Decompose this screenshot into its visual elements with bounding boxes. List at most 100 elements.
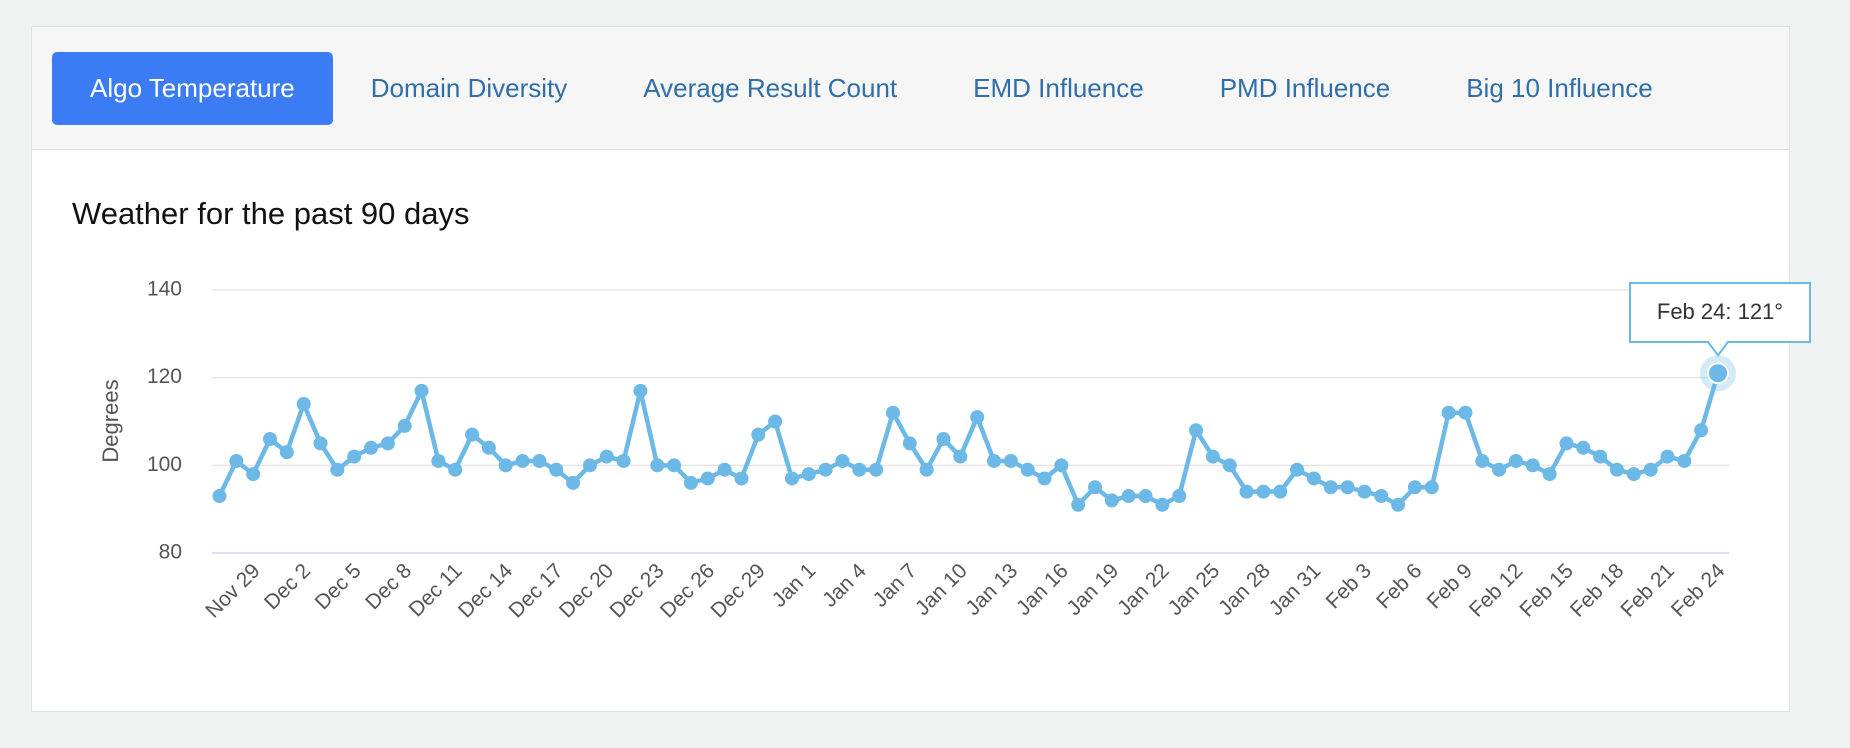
x-tick-label: Dec 20: [555, 559, 618, 622]
point: [801, 467, 816, 482]
point: [364, 440, 379, 455]
point: [1576, 440, 1591, 455]
x-tick-label: Feb 21: [1616, 559, 1679, 622]
x-tick-label: Dec 2: [260, 559, 315, 614]
x-tick-label: Feb 3: [1322, 559, 1376, 613]
point: [1694, 423, 1709, 438]
x-tick-label: Dec 11: [404, 559, 466, 621]
point: [1407, 480, 1422, 495]
point: [1542, 467, 1557, 482]
x-tick-label: Jan 13: [961, 559, 1022, 620]
point: [1290, 462, 1305, 477]
point: [1239, 484, 1254, 499]
point: [734, 471, 749, 486]
x-tick-label: Jan 10: [911, 559, 972, 620]
point: [1172, 489, 1187, 504]
point: [246, 467, 261, 482]
point: [936, 432, 951, 447]
point: [1424, 480, 1439, 495]
tooltip-text: Feb 24: 121°: [1657, 299, 1783, 324]
tab-bar: Algo Temperature Domain Diversity Average …: [32, 27, 1789, 150]
tab[interactable]: Average Result Count: [643, 72, 898, 103]
point: [970, 410, 985, 425]
point: [852, 462, 867, 477]
point: [279, 445, 294, 460]
tab[interactable]: PMD Influence: [1219, 72, 1391, 103]
point: [1559, 436, 1574, 451]
point: [650, 458, 665, 473]
point: [1054, 458, 1069, 473]
chart-title: Weather for the past 90 days: [72, 196, 470, 231]
point: [1003, 453, 1018, 468]
point: [1391, 497, 1406, 512]
point: [532, 453, 547, 468]
point: [1256, 484, 1271, 499]
point: [549, 462, 564, 477]
point: [1104, 493, 1119, 508]
point: [465, 427, 480, 442]
x-tick-label: Feb 18: [1566, 559, 1629, 622]
point: [431, 453, 446, 468]
point: [229, 453, 244, 468]
point: [751, 427, 766, 442]
point: [1475, 453, 1490, 468]
point: [1626, 467, 1641, 482]
x-tick-label: Dec 17: [504, 559, 567, 622]
point: [1677, 453, 1692, 468]
point: [1593, 449, 1608, 464]
point: [1323, 480, 1338, 495]
point: [1340, 480, 1355, 495]
x-tick-label: Dec 23: [605, 559, 668, 622]
x-tick-label: Feb 12: [1465, 559, 1528, 622]
point: [616, 453, 631, 468]
point: [599, 449, 614, 464]
point: [953, 449, 968, 464]
point: [700, 471, 715, 486]
point: [481, 440, 496, 455]
tab[interactable]: Domain Diversity: [370, 72, 568, 103]
point: [1525, 458, 1540, 473]
tab[interactable]: Big 10 Influence: [1466, 72, 1653, 103]
point: [1088, 480, 1103, 495]
point: [683, 475, 698, 490]
point: [1508, 453, 1523, 468]
x-tick-label: Jan 4: [818, 559, 871, 612]
x-tick-label: Jan 19: [1062, 559, 1123, 620]
y-axis-label: Degrees: [98, 379, 123, 462]
x-tick-label: Dec 14: [454, 559, 518, 623]
point: [1138, 489, 1153, 504]
point: [1374, 489, 1389, 504]
y-tick-label: 80: [159, 541, 182, 564]
point: [1222, 458, 1237, 473]
point: [768, 414, 783, 429]
point: [1707, 362, 1729, 385]
x-tick-label: Feb 15: [1515, 559, 1578, 622]
point: [1458, 405, 1473, 420]
point: [987, 453, 1002, 468]
point: [313, 436, 328, 451]
x-tick-label: Dec 29: [706, 559, 769, 622]
point: [1609, 462, 1624, 477]
panel: Algo Temperature Domain Diversity Average …: [31, 26, 1790, 712]
point: [1660, 449, 1675, 464]
point: [717, 462, 732, 477]
point: [1306, 471, 1321, 486]
x-tick-label: Jan 25: [1163, 559, 1224, 620]
point: [1357, 484, 1372, 499]
x-tick-label: Nov 29: [201, 559, 264, 622]
tooltip-box: [1629, 282, 1811, 357]
point: [667, 458, 682, 473]
tab[interactable]: EMD Influence: [973, 72, 1144, 103]
point: [380, 436, 395, 451]
point: [869, 462, 884, 477]
point: [212, 489, 227, 504]
point: [498, 458, 513, 473]
line: [217, 372, 1721, 508]
y-tick-label: 100: [147, 453, 182, 476]
x-tick-label: Jan 28: [1214, 559, 1275, 620]
point: [515, 453, 530, 468]
x-tick-label: Jan 22: [1113, 559, 1174, 620]
point: [784, 471, 799, 486]
tab[interactable]: Algo Temperature: [52, 51, 333, 125]
